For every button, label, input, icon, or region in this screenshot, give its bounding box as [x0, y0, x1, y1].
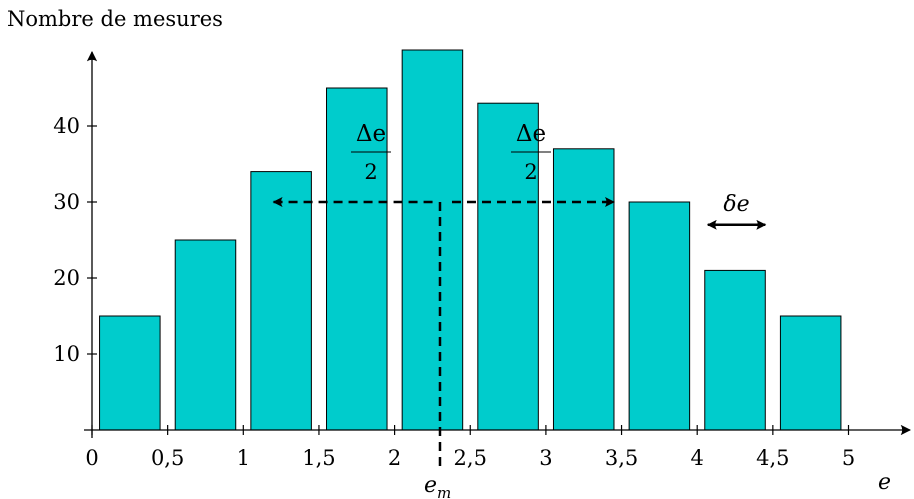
y-tick-label: 20 [53, 266, 80, 290]
x-tick-label: 0,5 [151, 446, 184, 470]
bar [174, 239, 237, 431]
bar [99, 315, 161, 431]
bar [704, 269, 766, 431]
fraction-numerator: Δe [516, 121, 546, 147]
x-ticks-group: 0 0,5 1 1,5 2 2,5 3 3,5 4 4,5 5 [85, 425, 855, 470]
bar [628, 201, 691, 431]
fraction-denominator: 2 [524, 160, 537, 184]
x-axis-title: e [878, 470, 891, 495]
x-tick-label: 2,5 [454, 446, 487, 470]
bin-width-label: δe [723, 192, 749, 217]
fraction-numerator: Δe [356, 121, 386, 147]
bar [401, 49, 464, 431]
y-ticks-group: 10 20 30 40 [53, 114, 97, 366]
x-tick-label: 2 [388, 446, 401, 470]
y-axis-title: Nombre de mesures [7, 7, 223, 31]
bar [477, 102, 539, 431]
x-tick-label: 0 [85, 446, 98, 470]
mean-label: em [424, 473, 451, 499]
fraction-denominator: 2 [364, 160, 377, 184]
x-tick-label: 3,5 [605, 446, 638, 470]
bars-group [99, 49, 842, 431]
half-spread-label-left: Δe 2 [351, 121, 391, 184]
x-tick-label: 4 [691, 446, 704, 470]
x-tick-label: 5 [842, 446, 855, 470]
x-tick-label: 1 [237, 446, 250, 470]
annotations-group: em Δe 2 Δe 2 δe [272, 121, 767, 499]
bar [326, 87, 388, 431]
bar [250, 171, 312, 431]
y-tick-label: 10 [53, 342, 80, 366]
y-tick-label: 40 [53, 114, 80, 138]
bar [552, 148, 615, 431]
x-tick-label: 3 [539, 446, 552, 470]
bar [779, 315, 842, 431]
half-spread-label-right: Δe 2 [511, 121, 551, 184]
y-tick-label: 30 [53, 190, 80, 214]
x-tick-label: 1,5 [302, 446, 335, 470]
x-tick-label: 4,5 [756, 446, 789, 470]
